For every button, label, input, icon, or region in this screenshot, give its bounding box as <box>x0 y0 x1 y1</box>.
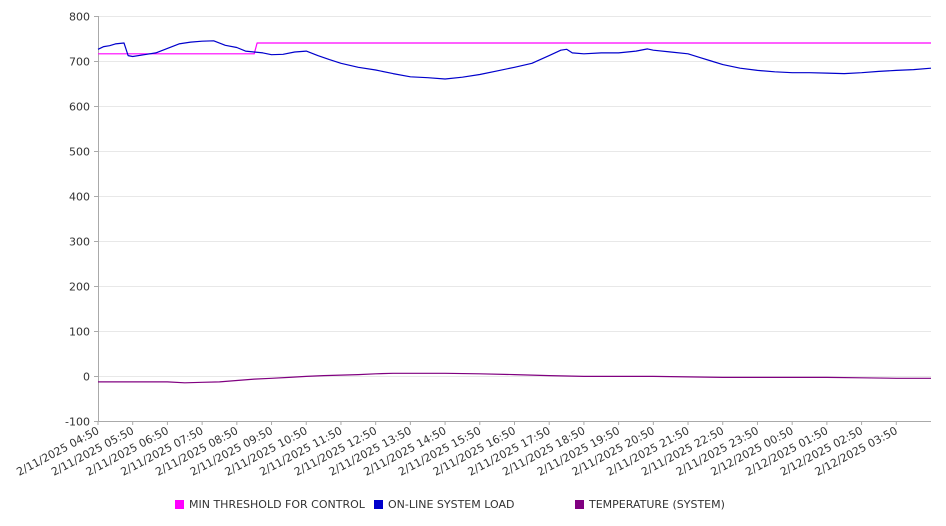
y-axis-tick-labels: -100 0 100 200 300 400 500 600 700 800 <box>65 11 90 429</box>
gridlines <box>98 16 931 422</box>
legend-item-temperature[interactable]: TEMPERATURE (SYSTEM) <box>575 498 725 511</box>
y-tick-label: 500 <box>69 146 90 159</box>
y-tick-label: 400 <box>69 191 90 204</box>
legend-item-system-load[interactable]: ON-LINE SYSTEM LOAD <box>374 498 514 511</box>
series-lines <box>97 40 932 384</box>
legend-swatch <box>374 500 383 509</box>
legend-swatch <box>575 500 584 509</box>
series-line-2 <box>98 372 931 384</box>
legend-item-min-threshold[interactable]: MIN THRESHOLD FOR CONTROL <box>175 498 365 511</box>
y-tick-label: 200 <box>69 281 90 294</box>
series-line-1 <box>97 40 932 80</box>
legend-label: MIN THRESHOLD FOR CONTROL <box>189 498 365 511</box>
legend-label: ON-LINE SYSTEM LOAD <box>388 498 515 511</box>
y-tick-label: 300 <box>69 236 90 249</box>
series-line-0 <box>98 42 931 55</box>
y-tick-label: 100 <box>69 326 90 339</box>
y-tick-label: 800 <box>69 11 90 24</box>
y-tick-label: 0 <box>83 371 90 384</box>
y-tick-label: 700 <box>69 56 90 69</box>
y-tick-label: -100 <box>65 416 90 429</box>
legend-swatch <box>175 500 184 509</box>
legend: MIN THRESHOLD FOR CONTROL ON-LINE SYSTEM… <box>0 498 946 516</box>
x-axis-tick-labels: 2/11/2025 04:502/11/2025 05:502/11/2025 … <box>14 424 899 478</box>
axes <box>94 16 931 425</box>
y-tick-label: 600 <box>69 101 90 114</box>
legend-label: TEMPERATURE (SYSTEM) <box>589 498 725 511</box>
